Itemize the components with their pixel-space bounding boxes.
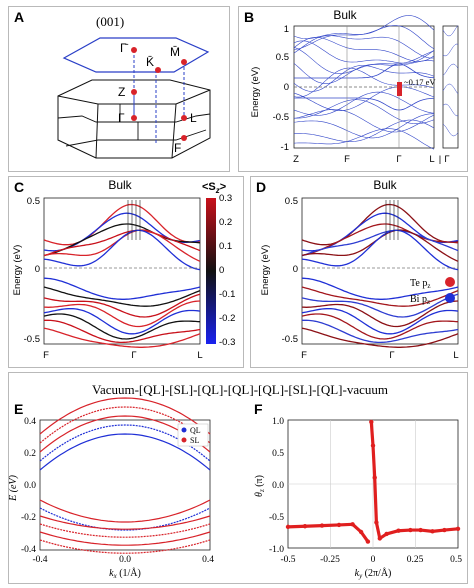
panel-a [8, 6, 230, 172]
panel-d [250, 176, 468, 368]
panel-c [8, 176, 244, 368]
panel-b [238, 6, 468, 172]
panel-ef [8, 372, 468, 584]
